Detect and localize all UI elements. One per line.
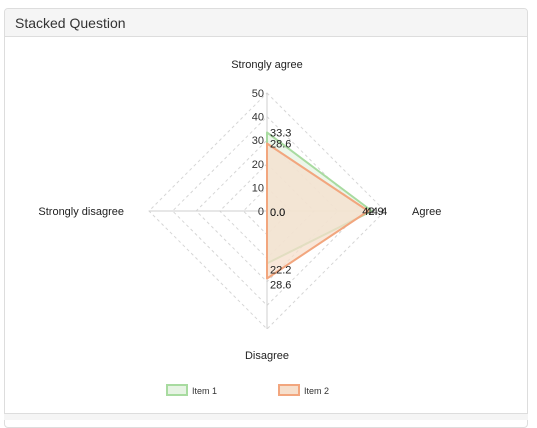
radial-tick-label: 30 bbox=[252, 135, 264, 147]
data-label-series-2: 42.9 bbox=[362, 206, 383, 218]
radial-tick-label: 0 bbox=[258, 206, 264, 218]
radial-tick-label: 20 bbox=[252, 159, 264, 171]
legend-label: Item 2 bbox=[304, 386, 329, 396]
data-label-series-2: 0.0 bbox=[270, 207, 285, 219]
panel-footer bbox=[4, 413, 528, 420]
legend-swatch-1 bbox=[166, 384, 188, 396]
data-label-series-1: 44.4 bbox=[366, 206, 387, 218]
axis-label: Agree bbox=[412, 206, 441, 218]
data-label-series-1: 33.3 bbox=[270, 127, 291, 139]
data-label-series-1: 0.0 bbox=[270, 207, 285, 219]
radial-tick-label: 50 bbox=[252, 88, 264, 100]
panel-title: Stacked Question bbox=[5, 9, 527, 37]
data-label-series-2: 28.6 bbox=[270, 279, 291, 291]
grid-ring-4 bbox=[171, 115, 363, 307]
chart-panel: Stacked Question bbox=[4, 8, 528, 428]
axis-label: Strongly disagree bbox=[38, 206, 124, 218]
radial-tick-label: 40 bbox=[252, 112, 264, 124]
data-label-series-2: 28.6 bbox=[270, 139, 291, 151]
axis-label: Disagree bbox=[245, 350, 289, 362]
legend-swatch-2 bbox=[278, 384, 300, 396]
axis-label: Strongly agree bbox=[231, 59, 303, 71]
data-label-series-1: 22.2 bbox=[270, 264, 291, 276]
series-2-area bbox=[266, 142, 370, 280]
radial-tick-label: 10 bbox=[252, 182, 264, 194]
legend-label: Item 1 bbox=[192, 386, 217, 396]
